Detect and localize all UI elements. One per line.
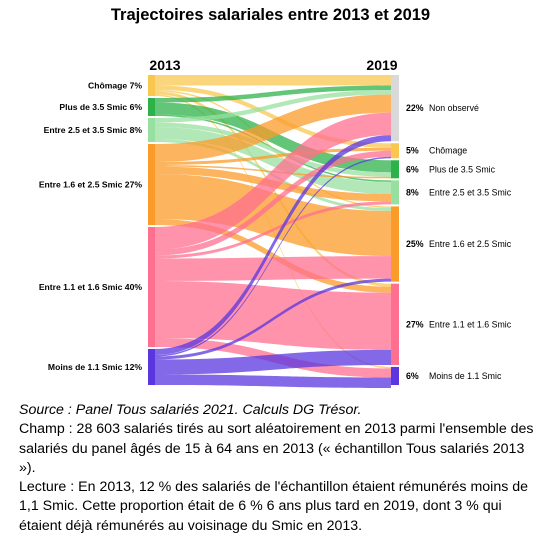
source-node-chomage13 — [148, 75, 155, 96]
flow-chomage13-to-chomage19 — [155, 85, 391, 148]
source-node-e25_35_13 — [148, 118, 155, 142]
champ-note: Champ : 28 603 salariés tirés au sort al… — [19, 421, 534, 476]
target-pct-chomage19: 5% — [406, 146, 419, 156]
flow-m11_13-to-nonobs — [155, 135, 391, 355]
chart-notes: Source : Panel Tous salariés 2021. Calcu… — [19, 401, 534, 536]
source-node-m11_13 — [148, 349, 155, 385]
flow-e16_25_13-to-nonobs — [155, 94, 391, 162]
source-label-e16_25_13: Entre 1.6 et 2.5 Smic 27% — [39, 180, 143, 190]
source-node-e16_25_13 — [148, 144, 155, 225]
flow-plus35_13-to-nonobs — [155, 85, 391, 103]
target-name-chomage19: Chômage — [429, 146, 467, 156]
source-label-e25_35_13: Entre 2.5 et 3.5 Smic 8% — [44, 125, 143, 135]
lecture-note: Lecture : En 2013, 12 % des salariés de … — [19, 479, 529, 534]
target-node-e25_35_19 — [391, 180, 399, 205]
source-label-m11_13: Moins de 1.1 Smic 12% — [48, 362, 142, 372]
flow-m11_13-to-e11_16_19 — [155, 349, 391, 375]
chart-title: Trajectoires salariales entre 2013 et 20… — [110, 6, 431, 24]
source-node-e11_16_13 — [148, 227, 155, 347]
target-node-m11_19 — [391, 366, 399, 385]
flow-e11_16_13-to-chomage19 — [155, 150, 391, 256]
flow-chomage13-to-nonobs — [155, 75, 391, 86]
flow-m11_13-to-chomage19 — [155, 156, 391, 357]
target-pct-e11_16_19: 27% — [406, 319, 424, 329]
target-name-plus35_19: Plus de 3.5 Smic — [429, 164, 496, 174]
flow-e25_35_13-to-nonobs — [155, 90, 391, 123]
target-node-nonobs — [391, 75, 399, 142]
target-pct-e16_25_19: 25% — [406, 239, 424, 249]
target-name-e11_16_19: Entre 1.1 et 1.6 Smic — [429, 319, 512, 329]
target-node-chomage19 — [391, 143, 399, 159]
flow-plus35_13-to-plus35_19 — [155, 102, 391, 173]
flow-e11_16_13-to-e25_35_19 — [155, 201, 391, 259]
source-year-label: 2013 — [149, 57, 180, 73]
flows-layer — [155, 75, 391, 389]
sankey-chart: Chômage 7% Plus de 3.5 Smic 6% Entre 2.5 e… — [39, 57, 512, 389]
target-node-e16_25_19 — [391, 206, 399, 282]
flow-e11_16_13-to-e16_25_19 — [155, 256, 391, 281]
target-node-e11_16_19 — [391, 283, 399, 365]
target-pct-m11_19: 6% — [406, 371, 419, 381]
flow-e16_25_13-to-chomage19 — [155, 147, 391, 165]
target-name-nonobs: Non observé — [429, 103, 479, 113]
target-pct-e25_35_19: 8% — [406, 187, 419, 197]
nodes-layer — [148, 75, 399, 385]
source-note: Source : Panel Tous salariés 2021. Calcu… — [19, 402, 362, 418]
target-name-e25_35_19: Entre 2.5 et 3.5 Smic — [429, 187, 512, 197]
flow-m11_13-to-m11_19 — [155, 374, 391, 389]
source-label-chomage13: Chômage 7% — [88, 81, 142, 91]
target-name-m11_19: Moins de 1.1 Smic — [429, 371, 502, 381]
labels-layer: Chômage 7% Plus de 3.5 Smic 6% Entre 2.5 e… — [39, 81, 512, 381]
target-year-label: 2019 — [366, 57, 397, 73]
target-pct-plus35_19: 6% — [406, 164, 419, 174]
target-pct-nonobs: 22% — [406, 103, 424, 113]
flow-e16_25_13-to-e16_25_19 — [155, 174, 391, 257]
flow-e11_16_13-to-e11_16_19 — [155, 281, 391, 350]
source-label-e11_16_13: Entre 1.1 et 1.6 Smic 40% — [39, 282, 143, 292]
source-label-plus35_13: Plus de 3.5 Smic 6% — [59, 102, 142, 112]
flow-e25_35_13-to-plus35_19 — [155, 122, 391, 177]
flow-e11_16_13-to-nonobs — [155, 112, 391, 250]
flow-m11_13-to-e16_25_19 — [155, 278, 391, 360]
target-name-e16_25_19: Entre 1.6 et 2.5 Smic — [429, 239, 512, 249]
target-node-plus35_19 — [391, 160, 399, 179]
flow-e16_25_13-to-e11_16_19 — [155, 219, 391, 293]
source-node-plus35_13 — [148, 98, 155, 116]
